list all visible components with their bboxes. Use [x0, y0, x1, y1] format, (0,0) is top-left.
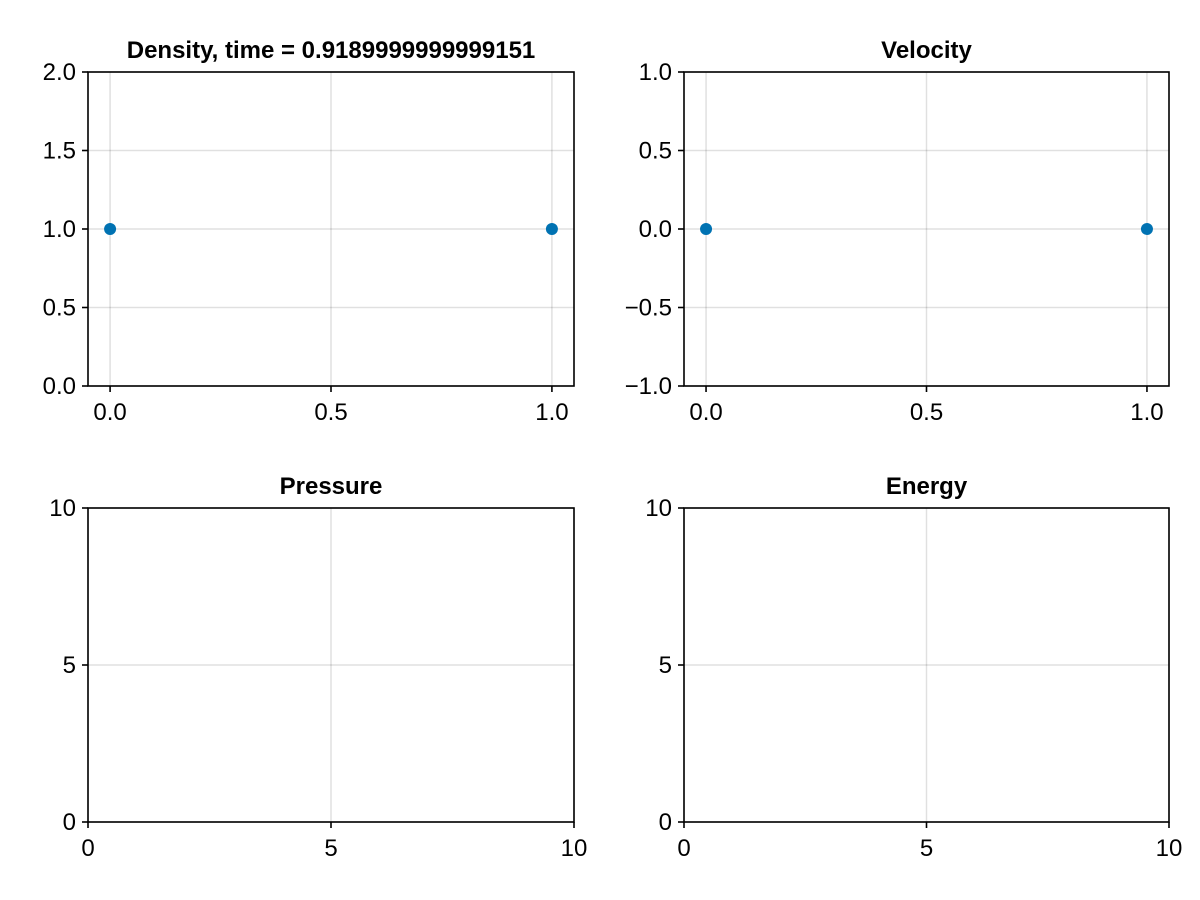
chart-panel-pressure: 0 5 10 0 5 10 Pressure: [49, 473, 587, 862]
x-tick-label: 0: [677, 835, 690, 862]
data-point: [1140, 223, 1153, 235]
y-tick-label: 5: [63, 652, 76, 679]
y-tick-label: 0.0: [43, 373, 76, 400]
chart-panel-density: 0.0 0.5 1.0 0.0 0.5 1.0 1.5 2.0 Density, time = …: [43, 37, 575, 426]
y-tick-label: 2.0: [43, 59, 76, 86]
panel-title: Density, time = 0.9189999999999151: [127, 37, 536, 64]
x-tick-label: 10: [561, 835, 588, 862]
x-tick-label: 1.0: [535, 399, 568, 426]
y-tick-label: 0.5: [43, 295, 76, 322]
chart-panel-velocity: 0.0 0.5 1.0 −1.0 −0.5 0.0 0.5 1.0 Velocity: [625, 37, 1170, 426]
data-point: [104, 223, 117, 235]
y-tick-label: 1.5: [43, 138, 76, 165]
x-tick-label: 1.0: [1130, 399, 1163, 426]
x-tick-label: 0: [81, 835, 94, 862]
x-tick-label: 0.0: [93, 399, 126, 426]
y-tick-label: −1.0: [625, 373, 672, 400]
y-tick-label: 0: [659, 809, 672, 836]
panel-title: Velocity: [881, 37, 972, 64]
x-tick-label: 0.5: [314, 399, 347, 426]
y-tick-label: 10: [49, 495, 76, 522]
y-tick-label: 1.0: [639, 59, 672, 86]
x-tick-label: 5: [324, 835, 337, 862]
panel-title: Energy: [886, 473, 968, 500]
x-tick-label: 10: [1156, 835, 1183, 862]
y-tick-label: −0.5: [625, 295, 672, 322]
x-tick-label: 0.0: [689, 399, 722, 426]
x-tick-label: 5: [920, 835, 933, 862]
y-tick-label: 5: [659, 652, 672, 679]
y-tick-label: 0.5: [639, 138, 672, 165]
x-tick-label: 0.5: [910, 399, 943, 426]
data-point: [700, 223, 713, 235]
y-tick-label: 1.0: [43, 216, 76, 243]
chart-panel-energy: 0 5 10 0 5 10 Energy: [645, 473, 1182, 862]
panel-title: Pressure: [280, 473, 383, 500]
y-tick-label: 0: [63, 809, 76, 836]
y-tick-label: 10: [645, 495, 672, 522]
y-tick-label: 0.0: [639, 216, 672, 243]
data-point: [545, 223, 558, 235]
